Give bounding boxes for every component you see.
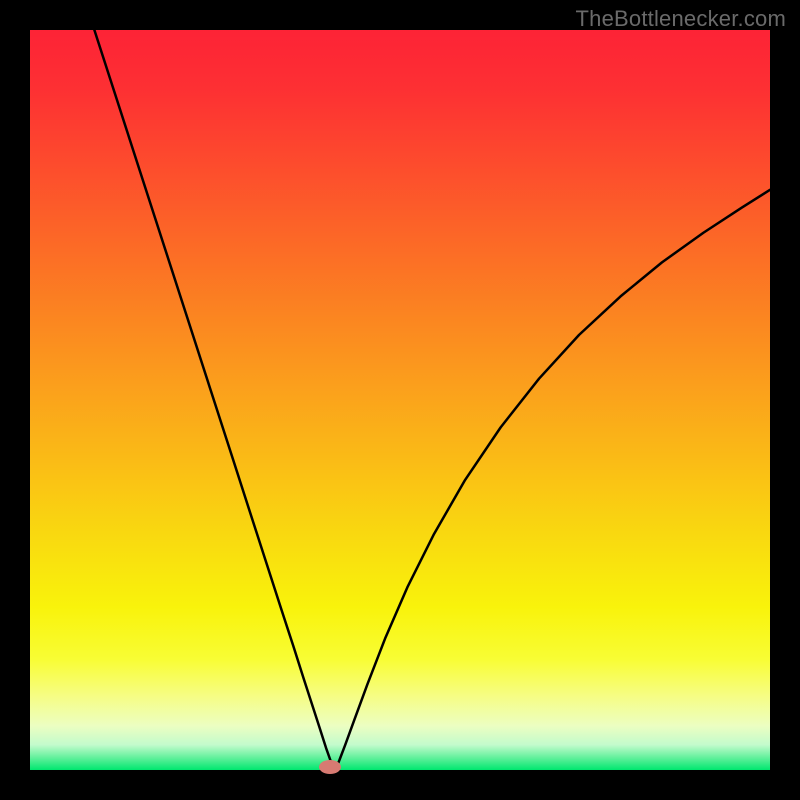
bottleneck-marker <box>319 760 341 774</box>
gradient-background <box>30 30 770 770</box>
bottleneck-chart <box>0 0 800 800</box>
watermark-text: TheBottlenecker.com <box>576 6 786 32</box>
